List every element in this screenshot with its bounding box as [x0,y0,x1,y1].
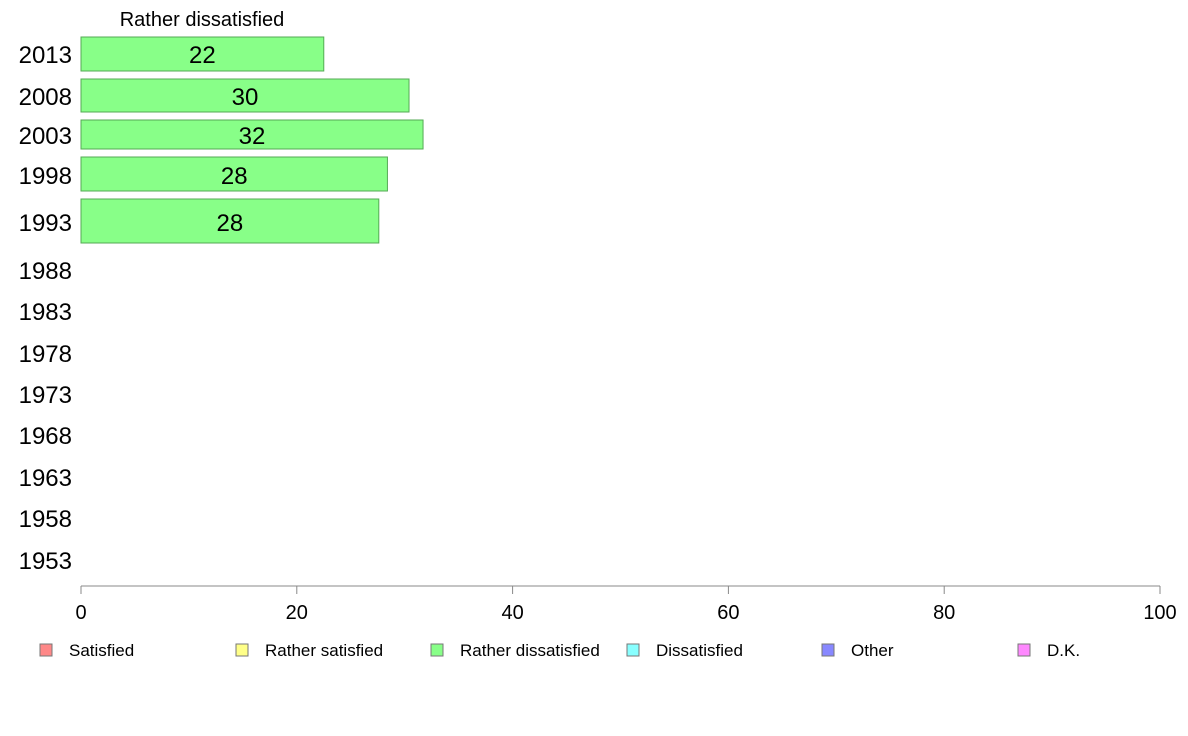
y-tick-label-1953: 1953 [19,548,72,575]
y-tick-label-2008: 2008 [19,84,72,111]
y-tick-label-1968: 1968 [19,423,72,450]
y-tick-label-1983: 1983 [19,299,72,326]
y-tick-label-1993: 1993 [19,210,72,237]
bars-group: 22 30 32 28 28 [80,36,424,244]
bar-2003 [80,119,424,150]
legend-label-other: Other [851,641,894,660]
legend-label-rather-satisfied: Rather satisfied [265,641,383,660]
bar-value-label-2003: 32 [239,123,266,150]
y-tick-label-2013: 2013 [19,42,72,69]
legend-swatch-rather-satisfied [235,643,249,657]
y-tick-label-1978: 1978 [19,341,72,368]
legend-swatch-rather-dissatisfied [430,643,444,657]
bar-value-label-2013: 22 [189,42,216,69]
legend: Satisfied Rather satisfied Rather dissatis… [39,641,1080,660]
bar-value-label-1993: 28 [217,210,244,237]
bar-2013 [80,36,325,72]
legend-label-d-k: D.K. [1047,641,1080,660]
x-tick-label-40: 40 [501,602,523,624]
bar-value-label-2008: 30 [232,84,259,111]
legend-swatch-other [821,643,835,657]
x-tick-label-20: 20 [286,602,308,624]
legend-label-satisfied: Satisfied [69,641,134,660]
y-tick-label-1973: 1973 [19,382,72,409]
x-tick-label-60: 60 [717,602,739,624]
x-tick-label-80: 80 [933,602,955,624]
x-axis: 0 20 40 60 80 100 [75,585,1177,624]
y-tick-label-1963: 1963 [19,465,72,492]
legend-swatch-satisfied [39,643,53,657]
legend-label-rather-dissatisfied: Rather dissatisfied [460,641,600,660]
x-tick-label-100: 100 [1143,602,1176,624]
bar-1998 [80,156,388,192]
legend-label-dissatisfied: Dissatisfied [656,641,743,660]
bar-1993 [80,198,380,244]
chart-title: Rather dissatisfied [120,9,285,31]
bar-value-label-1998: 28 [221,163,248,190]
x-tick-label-0: 0 [75,602,86,624]
y-tick-label-1988: 1988 [19,258,72,285]
y-tick-label-1958: 1958 [19,506,72,533]
y-axis-labels: 2013 2008 2003 1998 1993 1988 1983 1978 1973 1968… [19,42,72,575]
y-tick-label-1998: 1998 [19,163,72,190]
bar-2008 [80,78,410,113]
legend-swatch-d-k [1017,643,1031,657]
y-tick-label-2003: 2003 [19,123,72,150]
legend-swatch-dissatisfied [626,643,640,657]
